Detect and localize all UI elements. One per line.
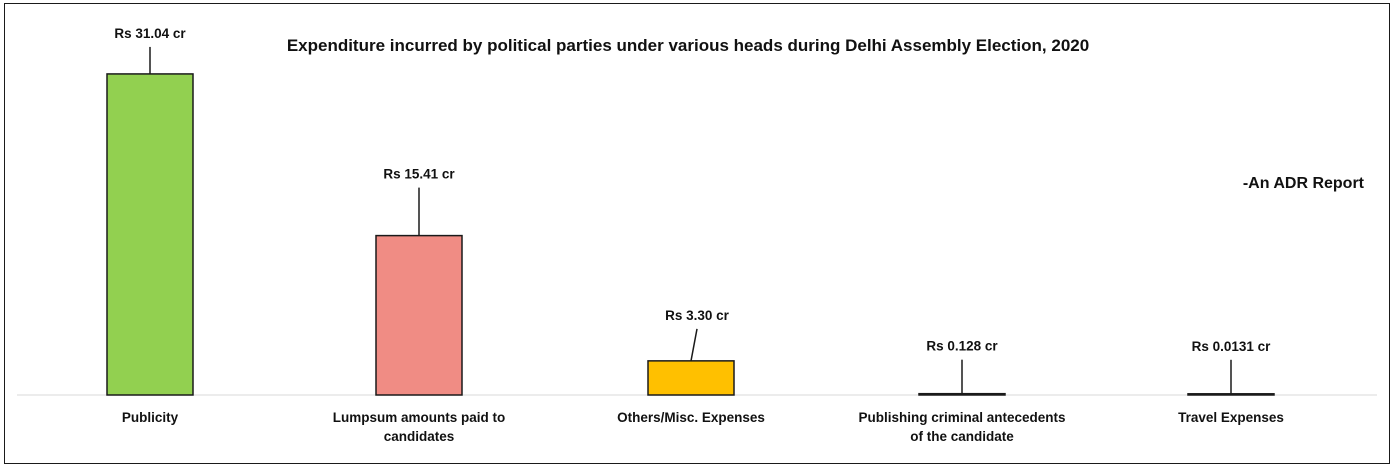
leader-line-2	[690, 328, 698, 362]
bar-3	[918, 392, 1006, 396]
category-label-2: Others/Misc. Expenses	[617, 410, 765, 425]
data-label-1: Rs 15.41 cr	[383, 167, 455, 182]
category-label-line: Travel Expenses	[1178, 410, 1284, 425]
category-label-3: Publishing criminal antecedents of the ca…	[858, 410, 1065, 444]
data-label-0: Rs 31.04 cr	[114, 26, 186, 41]
chart-title: Expenditure incurred by political partie…	[287, 36, 1089, 55]
category-label-1: Lumpsum amounts paid to candidates	[333, 410, 506, 444]
chart-frame: Expenditure incurred by political partie…	[4, 3, 1390, 464]
data-label-2: Rs 3.30 cr	[665, 308, 730, 323]
category-label-line: Others/Misc. Expenses	[617, 410, 765, 425]
category-label-line: of the candidate	[910, 429, 1014, 444]
category-label-4: Travel Expenses	[1178, 410, 1284, 425]
category-label-0: Publicity	[122, 410, 179, 425]
bar-0	[106, 73, 194, 396]
bar-1	[375, 234, 463, 396]
data-label-3: Rs 0.128 cr	[926, 339, 998, 354]
bar-2	[647, 360, 735, 396]
chart-canvas: Expenditure incurred by political partie…	[17, 26, 1377, 444]
category-label-line: Lumpsum amounts paid to	[333, 410, 506, 425]
category-label-line: candidates	[384, 429, 455, 444]
category-label-line: Publishing criminal antecedents	[858, 410, 1065, 425]
report-annotation: -An ADR Report	[1243, 175, 1365, 192]
data-label-4: Rs 0.0131 cr	[1192, 339, 1272, 354]
bar-4	[1187, 393, 1275, 396]
category-label-line: Publicity	[122, 410, 179, 425]
